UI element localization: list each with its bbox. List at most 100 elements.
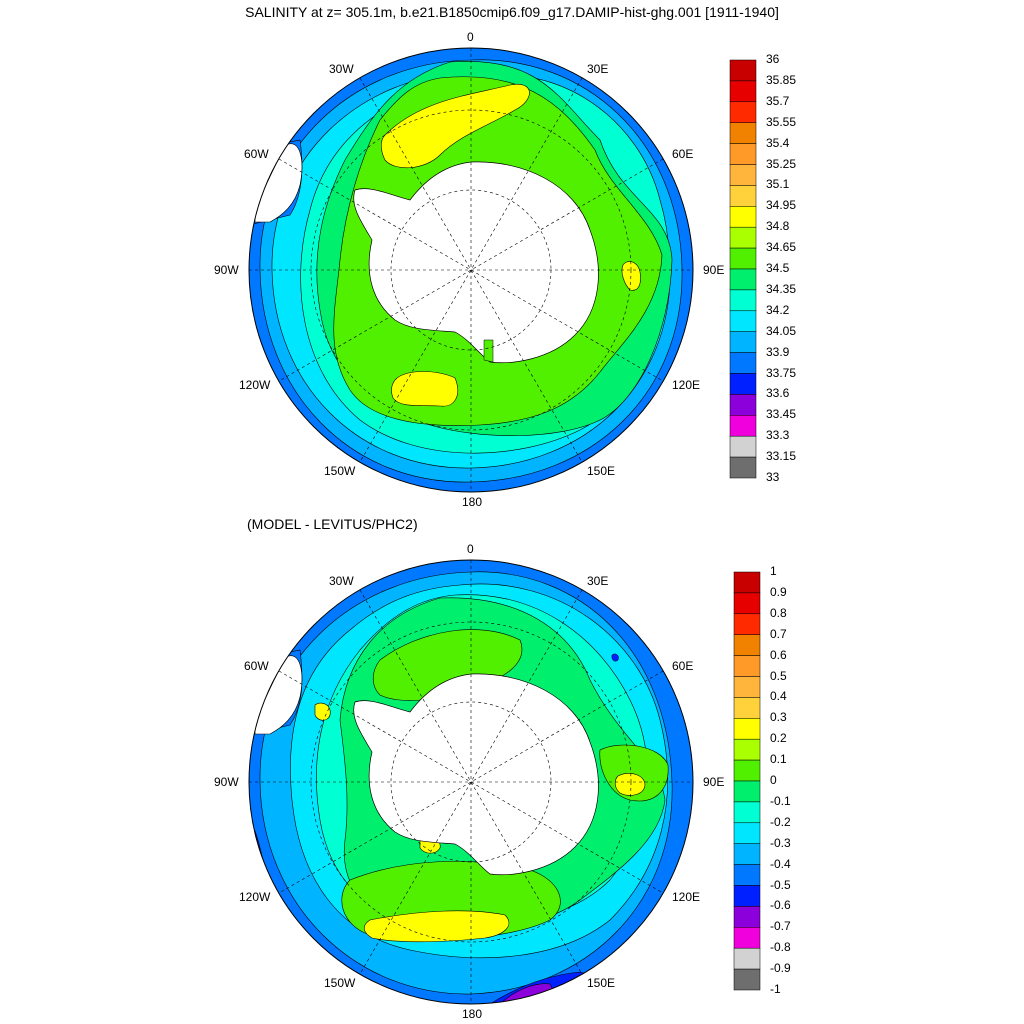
colorbar-swatch bbox=[729, 143, 757, 165]
colorbar-swatch bbox=[729, 352, 757, 374]
colorbar-swatch bbox=[729, 247, 757, 270]
colorbar-swatch bbox=[733, 634, 761, 656]
lon-label-180: 180 bbox=[462, 495, 483, 509]
lon-label-120w: 120W bbox=[239, 890, 271, 904]
colorbar-tick-label: 0.6 bbox=[770, 647, 787, 662]
lon-label-60w: 60W bbox=[244, 147, 269, 161]
lon-label-30e: 30E bbox=[587, 574, 609, 588]
colorbar-tick-label: 34.8 bbox=[766, 219, 790, 234]
colorbar-tick-label: -0.9 bbox=[770, 961, 791, 976]
colorbar-swatch bbox=[729, 373, 757, 395]
colorbar-swatch bbox=[733, 571, 761, 594]
colorbar-tick-label: -0.1 bbox=[770, 793, 791, 808]
colorbar-tick-label: 0.4 bbox=[770, 689, 787, 704]
lon-label-0: 0 bbox=[467, 30, 474, 44]
colorbar-tick-label: -1 bbox=[770, 982, 781, 996]
colorbar-tick-label: -0.3 bbox=[770, 835, 791, 850]
difference-map bbox=[248, 559, 694, 1005]
colorbar-tick-label: 1 bbox=[770, 564, 777, 578]
colorbar-tick-label: 35.55 bbox=[766, 114, 797, 129]
lon-label-60e: 60E bbox=[672, 147, 694, 161]
lon-label-30e: 30E bbox=[587, 62, 609, 76]
colorbar-tick-label: 33.45 bbox=[766, 407, 797, 422]
graticule bbox=[249, 48, 693, 492]
colorbar-tick-label: 34.65 bbox=[766, 240, 797, 255]
graticule bbox=[249, 560, 693, 1004]
colorbar-swatch bbox=[729, 59, 757, 82]
colorbar-tick-label: 35.85 bbox=[766, 72, 797, 87]
colorbar-swatch bbox=[733, 885, 761, 907]
colorbar-swatch bbox=[729, 310, 757, 332]
colorbar-swatch bbox=[729, 456, 757, 479]
lon-label-120e: 120E bbox=[672, 378, 701, 392]
colorbar-tick-label: 34.2 bbox=[766, 302, 790, 317]
lon-label-60w: 60W bbox=[244, 659, 269, 673]
colorbar-tick-label: -0.6 bbox=[770, 898, 791, 913]
colorbar-swatch bbox=[729, 394, 757, 416]
colorbar-tick-label: -0.7 bbox=[770, 919, 791, 934]
colorbar-swatch bbox=[733, 592, 761, 615]
colorbar-swatch bbox=[729, 226, 757, 249]
colorbar-tick-label: 34.5 bbox=[766, 261, 790, 275]
colorbar-swatch bbox=[733, 697, 761, 719]
colorbar-swatch bbox=[729, 206, 757, 228]
colorbar-swatch bbox=[733, 676, 761, 698]
colorbar-tick-label: 33.3 bbox=[766, 428, 790, 443]
colorbar-swatch bbox=[729, 164, 757, 186]
colorbar-swatch bbox=[733, 718, 761, 740]
colorbar-swatch bbox=[733, 968, 761, 991]
colorbar-tick-label: 0.3 bbox=[770, 710, 787, 725]
colorbar-swatch bbox=[729, 268, 757, 291]
colorbar-swatch bbox=[729, 289, 757, 312]
colorbar-tick-label: -0.2 bbox=[770, 814, 791, 829]
colorbar-tick-label: 33.6 bbox=[766, 386, 790, 401]
colorbar-tick-label: 0.1 bbox=[770, 752, 787, 767]
colorbar-swatch bbox=[733, 906, 761, 928]
colorbar-swatch bbox=[733, 759, 761, 782]
lon-label-150e: 150E bbox=[587, 464, 616, 478]
map-border bbox=[248, 47, 694, 493]
lon-label-120e: 120E bbox=[672, 890, 701, 904]
colorbar-tick-label: 33.9 bbox=[766, 344, 790, 359]
lon-label-30w: 30W bbox=[329, 574, 354, 588]
lon-label-180: 180 bbox=[462, 1007, 483, 1021]
colorbar-tick-label: 33.15 bbox=[766, 449, 797, 464]
lon-label-90e: 90E bbox=[703, 263, 725, 277]
colorbar-tick-label: 34.35 bbox=[766, 281, 797, 296]
colorbar-tick-label: 35.25 bbox=[766, 156, 797, 171]
colorbar-tick-label: 33.75 bbox=[766, 365, 797, 380]
colorbar-tick-label: 0.8 bbox=[770, 605, 787, 620]
colorbar-swatch bbox=[729, 80, 757, 103]
colorbar-tick-label: 36 bbox=[766, 52, 780, 66]
colorbar-swatch bbox=[733, 801, 761, 824]
lon-label-0: 0 bbox=[467, 542, 474, 556]
colorbar-tick-label: 35.7 bbox=[766, 93, 790, 108]
colorbar-swatch bbox=[733, 947, 761, 970]
lon-label-150w: 150W bbox=[324, 976, 356, 990]
colorbar-swatch bbox=[733, 655, 761, 677]
colorbar-swatch bbox=[733, 864, 761, 886]
colorbar-tick-label: -0.5 bbox=[770, 877, 791, 892]
colorbar-swatch bbox=[729, 415, 757, 437]
lon-label-150e: 150E bbox=[587, 976, 616, 990]
colorbar-tick-label: 34.05 bbox=[766, 323, 797, 338]
lon-label-60e: 60E bbox=[672, 659, 694, 673]
colorbar-swatch bbox=[733, 738, 761, 761]
main-title: SALINITY at z= 305.1m, b.e21.B1850cmip6.… bbox=[245, 4, 779, 20]
lon-label-90e: 90E bbox=[703, 775, 725, 789]
salinity-colorbar bbox=[729, 59, 757, 479]
colorbar-tick-label: -0.8 bbox=[770, 940, 791, 955]
colorbar-swatch bbox=[729, 331, 757, 353]
colorbar-tick-label: 0 bbox=[770, 773, 777, 787]
lon-label-120w: 120W bbox=[239, 378, 271, 392]
colorbar-tick-label: 0.9 bbox=[770, 584, 787, 599]
colorbar-tick-label: 0.7 bbox=[770, 626, 787, 641]
colorbar-swatch bbox=[729, 435, 757, 458]
difference-colorbar bbox=[733, 571, 761, 991]
colorbar-tick-label: 0.2 bbox=[770, 731, 787, 746]
lon-label-30w: 30W bbox=[329, 62, 354, 76]
colorbar-swatch bbox=[733, 780, 761, 803]
colorbar-tick-label: -0.4 bbox=[770, 856, 791, 871]
colorbar-swatch bbox=[733, 613, 761, 635]
